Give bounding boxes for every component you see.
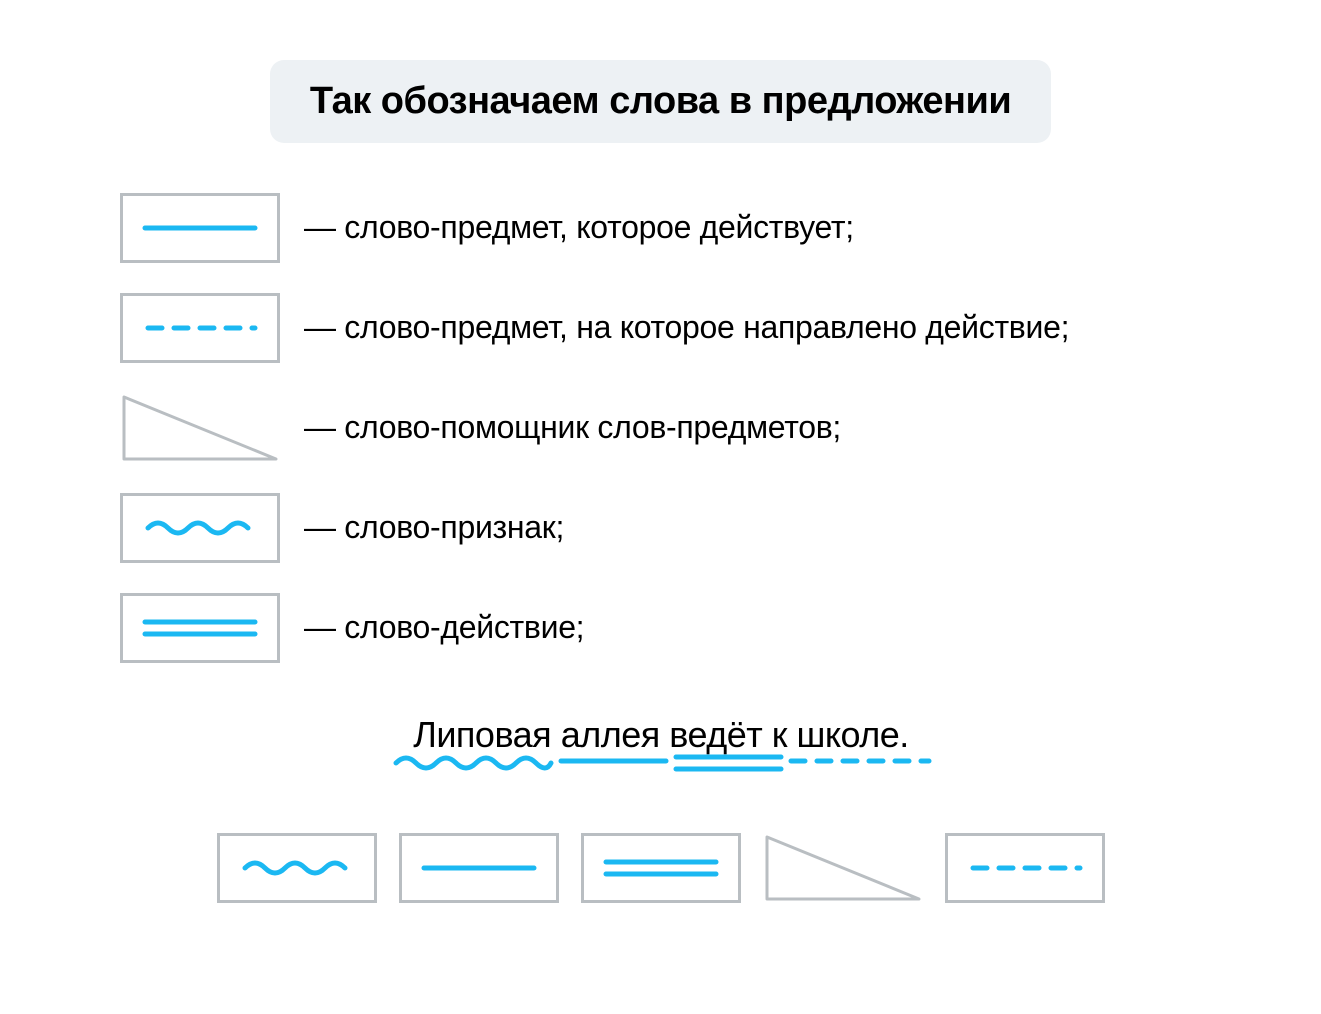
sentence-svg: Липовая аллея ведёт к школе. [301, 713, 1021, 793]
legend-label-triangle: — слово-помощник слов-предметов; [304, 407, 841, 449]
legend-label-dashed: — слово-предмет, на которое направлено д… [304, 307, 1069, 349]
title-box: Так обозначаем слова в предложении [270, 60, 1051, 143]
word-alleya: аллея [560, 714, 669, 755]
word-lipovaya: Липовая [413, 714, 561, 755]
bottom-symbol-row [120, 833, 1201, 903]
legend-row-triangle: — слово-помощник слов-предметов; [120, 393, 1201, 463]
legend-label-double: — слово-действие; [304, 607, 584, 649]
bottom-symbol-double-icon [581, 833, 741, 903]
bottom-symbol-wavy-icon [217, 833, 377, 903]
page-title: Так обозначаем слова в предложении [310, 80, 1011, 122]
symbol-wavy-icon [120, 493, 280, 563]
bottom-symbol-dashed-icon [945, 833, 1105, 903]
legend-row-solid: — слово-предмет, которое действует; [120, 193, 1201, 263]
bottom-symbol-triangle-icon [763, 833, 923, 903]
legend-row-wavy: — слово-признак; [120, 493, 1201, 563]
diagram-container: Так обозначаем слова в предложении — сло… [0, 0, 1321, 963]
word-period: . [899, 714, 909, 755]
word-shkole: школе [796, 714, 899, 755]
word-vedyot: ведёт [669, 714, 771, 755]
example-sentence: Липовая аллея ведёт к школе. [120, 713, 1201, 793]
legend-row-double: — слово-действие; [120, 593, 1201, 663]
legend-row-dashed: — слово-предмет, на которое направлено д… [120, 293, 1201, 363]
bottom-symbol-solid-icon [399, 833, 559, 903]
underline-wavy-icon [396, 758, 551, 768]
symbol-double-icon [120, 593, 280, 663]
legend-label-solid: — слово-предмет, которое действует; [304, 207, 854, 249]
legend-label-wavy: — слово-признак; [304, 507, 564, 549]
symbol-dashed-icon [120, 293, 280, 363]
symbol-solid-icon [120, 193, 280, 263]
symbol-triangle-icon [120, 393, 280, 463]
svg-text:Липовая аллея ведёт к школе.: Липовая аллея ведёт к школе. [413, 714, 909, 755]
word-k: к [771, 714, 796, 755]
